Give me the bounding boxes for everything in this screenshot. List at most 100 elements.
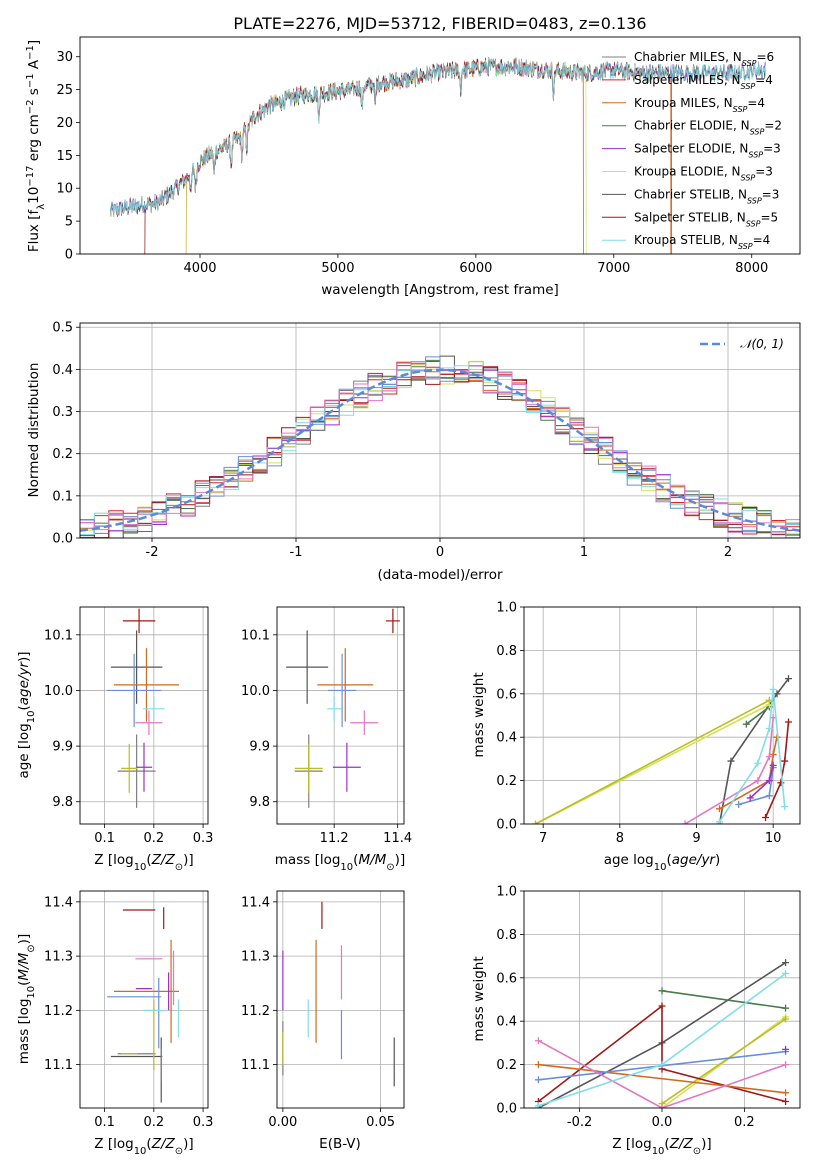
weight-point [534, 1102, 542, 1108]
panel-weight-vs-Z: -0.2 0.0 0.2 0.0 0.2 0.4 0.6 0.8 1.0 Z [log10(Z/Z… [471, 885, 801, 1157]
legend-value: =4 [747, 96, 765, 110]
y-tick-label: 0.2 [496, 1058, 517, 1073]
label-part: ( [16, 705, 32, 710]
weight-point [681, 820, 689, 824]
weight-point [727, 757, 735, 765]
x-tick-label: 8 [616, 831, 624, 846]
label-part: 10 [134, 862, 147, 873]
label-part: ( [666, 852, 671, 868]
legend-value: =3 [763, 142, 781, 156]
weight-point [785, 718, 792, 726]
weight-point [785, 675, 792, 683]
legend-sub: SSP [738, 242, 753, 251]
x-tick-label: 0.2 [144, 1115, 165, 1130]
weight-point [742, 720, 750, 728]
y-tick-label: 0.6 [496, 971, 517, 986]
y-tick-label: 0.2 [496, 774, 517, 789]
y-tick-label: 11.2 [44, 1004, 73, 1019]
label-part: erg cm [26, 114, 42, 165]
plot-area [80, 891, 208, 1108]
label-part: ( [146, 852, 151, 868]
legend-text: Kroupa ELODIE, N [634, 165, 741, 179]
label-part: Z/Z [669, 1136, 694, 1152]
label-part: M/M [358, 852, 386, 868]
label-part: age log [604, 852, 654, 868]
y-tick-label: 11.2 [241, 1004, 270, 1019]
y-tick-label: 0.0 [496, 1102, 517, 1117]
label-part: )] [701, 1136, 712, 1152]
axes-frame [523, 890, 801, 1109]
x-axis-label: Z [log10(Z/Z⊙)] [94, 1136, 193, 1157]
y-axis-label: mass weight [471, 672, 487, 757]
legend-text: Salpeter MILES, N [634, 73, 741, 87]
legend-entry: Salpeter MILES, NSSP=4 [634, 73, 773, 91]
y-tick-label: 11.1 [241, 1058, 270, 1073]
legend-entry: Chabrier ELODIE, NSSP=2 [634, 119, 782, 137]
y-axis-label: age [log10(age/yr)] [16, 651, 37, 778]
label-part: ⊙ [26, 944, 37, 952]
y-tick-label: 0.6 [496, 687, 517, 702]
axes-frame [79, 606, 209, 825]
label-part: A [26, 59, 42, 73]
x-tick-label: 9 [692, 831, 700, 846]
plot-area [524, 891, 800, 1108]
y-tick-label: 10.1 [44, 628, 73, 643]
x-axis-label: E(B-V) [319, 1136, 361, 1152]
legend-value: =2 [764, 119, 782, 133]
weight-point [769, 685, 777, 693]
label-part: Z/Z [151, 852, 176, 868]
x-tick-label: -2 [146, 545, 159, 560]
x-tick-label: 0.3 [193, 1115, 214, 1130]
label-part: Z [log [94, 852, 133, 868]
label-part: M/M [16, 952, 32, 980]
label-part: 10 [26, 187, 42, 204]
weight-point [716, 818, 723, 824]
x-tick-label: 11.4 [383, 831, 412, 846]
legend-text: Salpeter STELIB, N [634, 210, 746, 224]
x-axis-label: Z [log10(Z/Z⊙)] [612, 1136, 711, 1157]
legend-value: =6 [756, 50, 774, 64]
legend-sub: SSP [742, 59, 757, 68]
axes-frame [276, 606, 405, 825]
axes-frame [79, 890, 209, 1109]
label-part: Z/Z [151, 1136, 176, 1152]
x-tick-label: 0 [436, 545, 444, 560]
x-axis-label: wavelength [Angstrom, rest frame] [321, 282, 559, 298]
label-part: )] [183, 852, 194, 868]
label-part: −1 [25, 73, 36, 88]
x-tick-label: -0.2 [567, 1115, 592, 1130]
label-part: ( [16, 981, 32, 986]
label-part: λ [36, 204, 47, 210]
figure-title: PLATE=2276, MJD=53712, FIBERID=0483, z=0… [233, 14, 646, 33]
x-axis-label: mass [log10(M/M⊙)] [275, 852, 405, 873]
weight-point [782, 1015, 790, 1023]
label-part: ⊙ [175, 862, 183, 873]
weight-series-line [535, 699, 770, 824]
label-part: )] [16, 934, 32, 945]
weight-point [782, 1089, 790, 1097]
label-part: ( [146, 1136, 151, 1152]
weight-series-line [684, 717, 774, 824]
legend-text: Chabrier ELODIE, N [634, 119, 750, 133]
plot-area [109, 57, 766, 254]
label-part: s [26, 88, 42, 99]
legend-entry: Chabrier MILES, NSSP=6 [634, 50, 774, 68]
y-tick-label: 10.1 [241, 628, 270, 643]
y-tick-label: 25 [56, 83, 73, 98]
weight-point [754, 759, 762, 767]
panel-age-vs-mass: 11.2 11.4 9.8 9.9 10.0 10.1 mass [log10(M/M⊙)] [241, 606, 412, 873]
axes-frame [79, 36, 801, 255]
x-tick-label: 8000 [735, 261, 768, 276]
y-tick-label: 11.4 [44, 895, 73, 910]
panel-mass-vs-Z: 0.1 0.2 0.311.111.211.311.4Z [log10(Z/Z⊙)]… [16, 890, 214, 1157]
x-tick-label: 0.2 [144, 831, 165, 846]
weight-point [782, 1004, 790, 1012]
label-part: 10 [134, 1146, 147, 1157]
x-tick-label: 1 [580, 545, 588, 560]
legend-entry: Kroupa ELODIE, NSSP=3 [634, 165, 773, 183]
label-part: age [log [16, 723, 32, 778]
y-tick-label: 0.3 [52, 405, 73, 420]
weight-point [782, 1045, 790, 1053]
label-part: mass [log [275, 852, 341, 868]
